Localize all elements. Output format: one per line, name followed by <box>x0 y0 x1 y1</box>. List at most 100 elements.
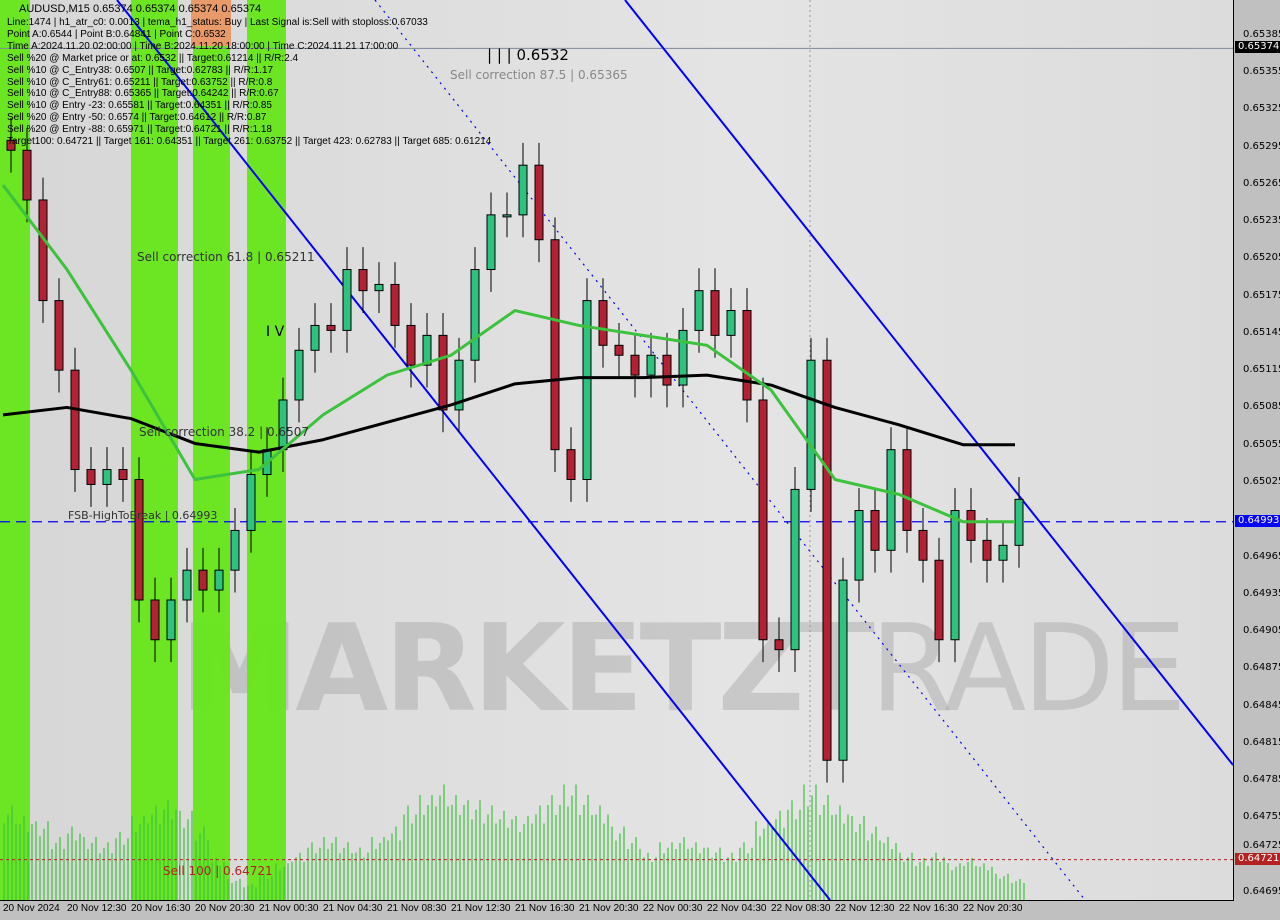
candle-body <box>214 569 224 591</box>
candle-body <box>6 139 16 151</box>
y-tick-label: 0.65085 <box>1243 401 1280 413</box>
y-tick-label: 0.64875 <box>1243 662 1280 674</box>
candle-body <box>726 310 736 336</box>
info-line: Sell %10 @ C_Entry38: 0.6507 || Target:0… <box>7 64 274 76</box>
y-tick-label: 0.65055 <box>1243 438 1280 450</box>
info-line: Target100: 0.64721 || Target 161: 0.6435… <box>7 136 492 147</box>
candle-body <box>486 214 496 271</box>
candle-body <box>678 329 688 386</box>
info-line: Point A:0.6544 | Point B:0.64841 | Point… <box>7 28 226 40</box>
sell100-price-tag: 0.64721 <box>1235 853 1280 865</box>
wave-label: I V <box>266 324 285 340</box>
x-tick-label: 21 Nov 08:30 <box>387 903 447 914</box>
candle-body <box>118 469 128 480</box>
candle-body <box>86 469 96 485</box>
info-line: Sell %10 @ C_Entry88: 0.65365 || Target:… <box>7 88 279 100</box>
info-line: Time A:2024.11.20 02:00:00 | Time B:2024… <box>7 40 399 52</box>
correction-618-label: Sell correction 61.8 | 0.65211 <box>137 250 315 264</box>
x-tick-label: 22 Nov 12:30 <box>835 903 895 914</box>
candle-body <box>598 300 608 346</box>
candle-body <box>246 474 256 531</box>
sell100-label: Sell 100 | 0.64721 <box>163 864 273 878</box>
candle-body <box>822 359 832 761</box>
point-c-label: | | | 0.6532 <box>487 46 569 64</box>
candle-body <box>870 510 880 551</box>
candle-body <box>230 529 240 571</box>
candle-body <box>662 354 672 386</box>
candle-body <box>790 488 800 651</box>
x-tick-label: 21 Nov 00:30 <box>259 903 319 914</box>
candle-body <box>742 310 752 401</box>
session-band <box>193 0 230 900</box>
session-band-highlight <box>191 0 231 46</box>
candle-body <box>982 539 992 561</box>
x-tick-label: 22 Nov 16:30 <box>899 903 959 914</box>
last-price-tag: 0.65374 <box>1235 41 1280 53</box>
candle-body <box>70 369 80 471</box>
y-tick-label: 0.65175 <box>1243 289 1280 301</box>
candle-body <box>22 149 32 201</box>
candle-body <box>806 359 816 490</box>
candle-body <box>1014 498 1024 546</box>
candle-body <box>950 510 960 641</box>
x-tick-label: 21 Nov 12:30 <box>451 903 511 914</box>
candle-body <box>406 324 416 366</box>
y-tick-label: 0.65025 <box>1243 475 1280 487</box>
candle-body <box>166 599 176 641</box>
candle-body <box>934 559 944 641</box>
candle-body <box>454 359 464 411</box>
candle-body <box>758 399 768 641</box>
y-tick-label: 0.64845 <box>1243 699 1280 711</box>
x-tick-label: 20 Nov 2024 <box>3 903 60 914</box>
x-tick-label: 22 Nov 20:30 <box>963 903 1023 914</box>
channel-line-upper <box>624 0 1233 766</box>
info-line: Sell %20 @ Market price or at: 0.6532 ||… <box>7 52 299 64</box>
candle-body <box>694 290 704 331</box>
candle-body <box>310 324 320 351</box>
candle-body <box>582 300 592 480</box>
channel-line-mid <box>374 0 1086 900</box>
candle-body <box>918 529 928 561</box>
candle-body <box>966 510 976 541</box>
y-tick-label: 0.65325 <box>1243 103 1280 115</box>
candle-body <box>566 449 576 480</box>
candle-body <box>342 269 352 331</box>
info-line: Sell %10 @ Entry -23: 0.65581 || Target:… <box>7 100 272 112</box>
candle-body <box>390 283 400 326</box>
x-tick-label: 21 Nov 16:30 <box>515 903 575 914</box>
info-line: Sell %20 @ Entry -88: 0.65971 || Target:… <box>7 124 272 136</box>
correction-382-label: Sell correction 38.2 | 0.6507 <box>139 425 309 439</box>
candle-body <box>102 469 112 485</box>
candle-body <box>502 214 512 218</box>
candle-body <box>182 569 192 601</box>
candle-body <box>518 164 528 216</box>
y-tick-label: 0.65385 <box>1243 28 1280 40</box>
bid-price-tag: 0.64993 <box>1235 515 1280 527</box>
candle-body <box>38 199 48 302</box>
candle-body <box>422 334 432 366</box>
x-tick-label: 22 Nov 00:30 <box>643 903 703 914</box>
y-tick-label: 0.65115 <box>1243 364 1280 376</box>
candle-body <box>838 579 848 761</box>
y-tick-label: 0.64935 <box>1243 587 1280 599</box>
candle-body <box>534 164 544 241</box>
candle-body <box>550 239 560 451</box>
y-tick-label: 0.65265 <box>1243 177 1280 189</box>
y-tick-label: 0.65145 <box>1243 326 1280 338</box>
y-tick-label: 0.64905 <box>1243 625 1280 637</box>
ma-fast-line <box>1 184 1015 524</box>
x-tick-label: 21 Nov 20:30 <box>579 903 639 914</box>
candle-body <box>326 324 336 331</box>
x-tick-label: 21 Nov 04:30 <box>323 903 383 914</box>
y-tick-label: 0.64965 <box>1243 550 1280 562</box>
y-tick-label: 0.64725 <box>1243 840 1280 851</box>
y-tick-label: 0.64755 <box>1243 811 1280 823</box>
y-tick-label: 0.64695 <box>1243 885 1280 897</box>
correction-875-label: Sell correction 87.5 | 0.65365 <box>450 68 628 82</box>
chart-plot-area[interactable]: MARKETZTRADE | | | 0.6532 Sell correctio… <box>0 0 1234 901</box>
candle-body <box>710 290 720 336</box>
candle-body <box>902 449 912 531</box>
x-tick-label: 20 Nov 20:30 <box>195 903 255 914</box>
info-line: Sell %10 @ C_Entry61: 0.65211 || Target:… <box>7 76 273 88</box>
info-line: Line:1474 | h1_atr_c0: 0.0013 | tema_h1_… <box>7 17 428 28</box>
